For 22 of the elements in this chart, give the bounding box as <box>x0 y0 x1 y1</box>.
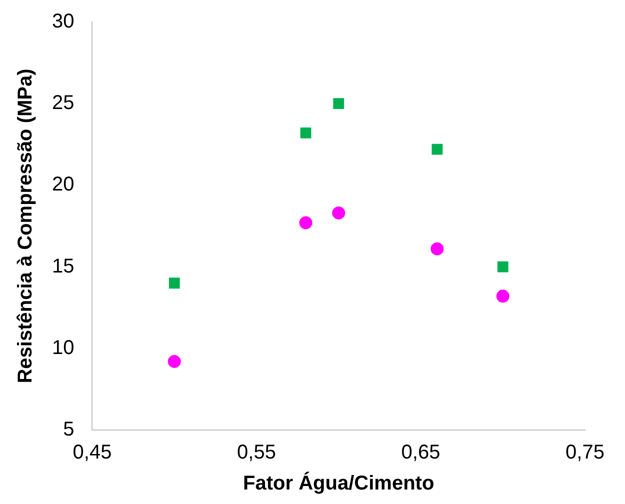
point <box>430 242 444 256</box>
point <box>496 290 510 303</box>
y-tick-label: 25 <box>52 92 74 114</box>
point <box>432 144 443 155</box>
point <box>300 128 312 138</box>
point <box>332 206 346 220</box>
x-tick-label: 0,75 <box>566 442 604 464</box>
x-tick-label: 0,65 <box>401 442 440 464</box>
point <box>497 261 508 272</box>
y-tick-label: 30 <box>52 10 74 33</box>
y-tick-label: 5 <box>63 418 74 441</box>
y-tick-label: 10 <box>52 336 74 359</box>
x-tick-label: 0,55 <box>237 442 276 464</box>
y-tick-label: 15 <box>52 255 74 278</box>
x-axis-title: Fator Água/Cimento <box>243 472 434 495</box>
point <box>299 216 312 230</box>
y-axis-title: Resistência à Compressão (MPa) <box>14 68 37 384</box>
x-tick-label: 0,45 <box>72 442 112 464</box>
y-tick-label: 20 <box>52 174 74 196</box>
point <box>333 98 344 110</box>
point <box>168 278 180 289</box>
point <box>168 354 181 368</box>
